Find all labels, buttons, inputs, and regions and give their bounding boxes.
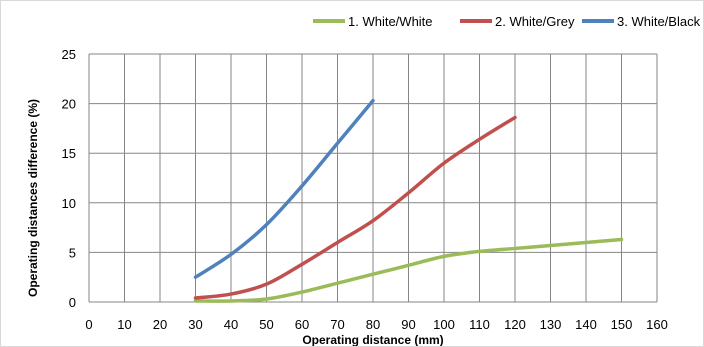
x-tick-label: 140: [575, 317, 597, 332]
series-line-3: [193, 98, 375, 279]
y-tick-label: 5: [69, 245, 76, 260]
x-tick-label: 40: [224, 317, 238, 332]
x-tick-label: 80: [366, 317, 380, 332]
x-tick-label: 10: [117, 317, 131, 332]
legend-label-1: 1. White/White: [348, 14, 433, 29]
tick-labels: 0 10 20 30 40 50 60 70 80 90 100 110 120 130 140 150 160…: [62, 47, 668, 332]
legend-label-2: 2. White/Grey: [495, 14, 575, 29]
x-tick-label: 90: [401, 317, 415, 332]
x-tick-label: 60: [295, 317, 309, 332]
x-tick-label: 20: [153, 317, 167, 332]
legend: 1. White/White 2. White/Grey 3. White/Blac…: [313, 14, 701, 29]
x-tick-label: 0: [85, 317, 92, 332]
y-tick-label: 25: [62, 47, 76, 62]
y-tick-label: 15: [62, 146, 76, 161]
x-tick-label: 120: [504, 317, 526, 332]
series-lines: [193, 98, 624, 303]
y-tick-label: 20: [62, 97, 76, 112]
x-tick-label: 50: [259, 317, 273, 332]
x-tick-label: 100: [433, 317, 455, 332]
grid-lines: [89, 53, 658, 302]
x-tick-label: 110: [469, 317, 490, 332]
y-axis-title: Operating distances difference (%): [26, 99, 40, 297]
y-tick-label: 10: [62, 196, 76, 211]
series-line-1: [193, 237, 624, 303]
x-tick-label: 160: [646, 317, 668, 332]
x-axis-title: Operating distance (mm): [302, 333, 443, 346]
x-tick-label: 150: [611, 317, 633, 332]
legend-label-3: 3. White/Black: [617, 14, 701, 29]
series-line-2: [193, 115, 517, 300]
y-tick-label: 0: [69, 295, 76, 310]
x-tick-label: 130: [540, 317, 562, 332]
x-tick-label: 70: [330, 317, 344, 332]
x-tick-label: 30: [188, 317, 202, 332]
axes: [88, 54, 657, 303]
